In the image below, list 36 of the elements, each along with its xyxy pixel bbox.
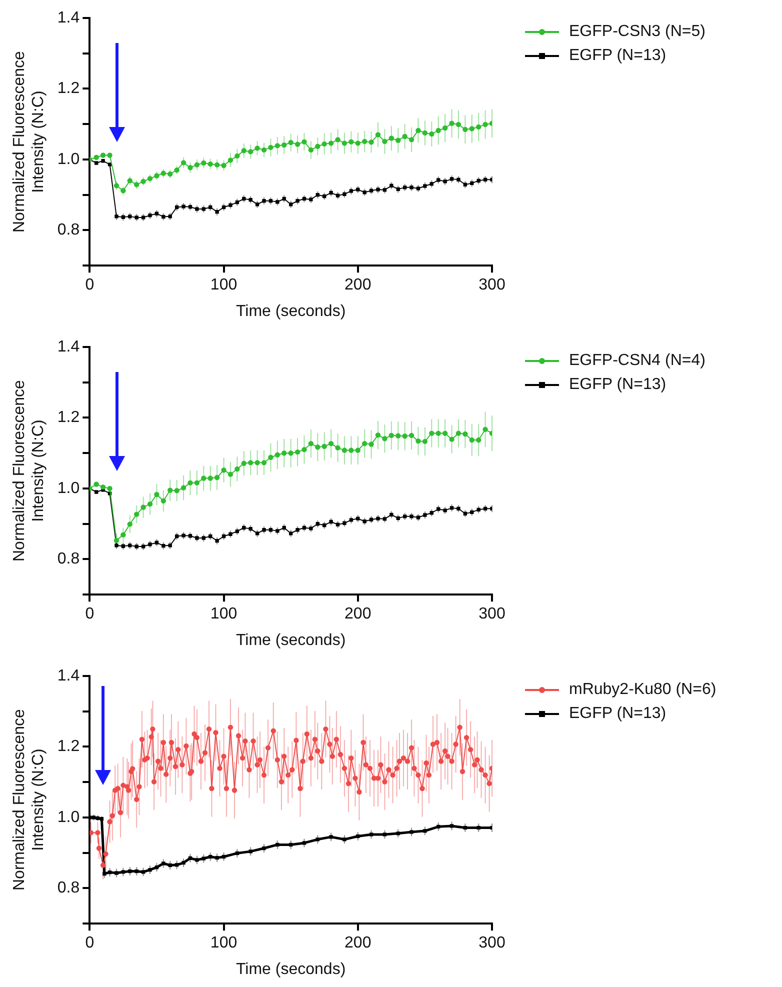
x-tick-label: 200: [344, 934, 372, 952]
y-tick-label: 1.0: [57, 808, 80, 826]
y-tick-label: 0.8: [57, 222, 80, 239]
x-axis-title: Time (seconds): [236, 302, 346, 320]
legend-label: EGFP-CSN3 (N=5): [569, 23, 706, 41]
x-tick-label: 300: [478, 934, 506, 952]
y-tick-label: 1.4: [57, 667, 80, 684]
y-tick-label: 1.4: [57, 338, 80, 356]
y-tick-label: 0.8: [57, 550, 80, 568]
legend-label: EGFP (N=13): [569, 47, 666, 65]
y-axis-title: Normalized Fluorescence Intensity (N:C): [11, 708, 48, 891]
x-tick-label: 100: [210, 934, 238, 952]
y-axis-title: Normalized Fluorescence Intensity (N:C): [11, 50, 48, 233]
legend-label: EGFP-CSN4 (N=4): [569, 352, 706, 370]
x-tick-label: 200: [344, 276, 372, 294]
x-tick-label: 300: [478, 276, 506, 294]
x-axis-title: Time (seconds): [236, 632, 346, 649]
x-axis-title: Time (seconds): [236, 960, 346, 978]
y-tick-label: 0.8: [57, 880, 80, 897]
y-tick-label: 1.2: [57, 80, 80, 98]
y-tick-label: 1.0: [57, 480, 80, 497]
x-tick-label: 300: [478, 606, 506, 623]
x-tick-label: 0: [85, 606, 94, 623]
legend-label: mRuby2-Ku80 (N=6): [569, 681, 716, 699]
y-tick-label: 1.0: [57, 150, 80, 168]
x-tick-label: 200: [344, 606, 372, 623]
legend-label: EGFP (N=13): [569, 705, 666, 723]
x-tick-label: 0: [85, 934, 94, 952]
x-tick-label: 100: [210, 276, 238, 294]
y-tick-label: 1.2: [57, 738, 80, 756]
x-tick-label: 0: [85, 276, 94, 294]
legend-label: EGFP (N=13): [569, 376, 666, 394]
y-tick-label: 1.2: [57, 409, 80, 426]
y-tick-label: 1.4: [57, 9, 80, 26]
y-axis-title: Normalized Fluorescence Intensity (N:C): [11, 380, 48, 562]
x-tick-label: 100: [210, 606, 238, 623]
